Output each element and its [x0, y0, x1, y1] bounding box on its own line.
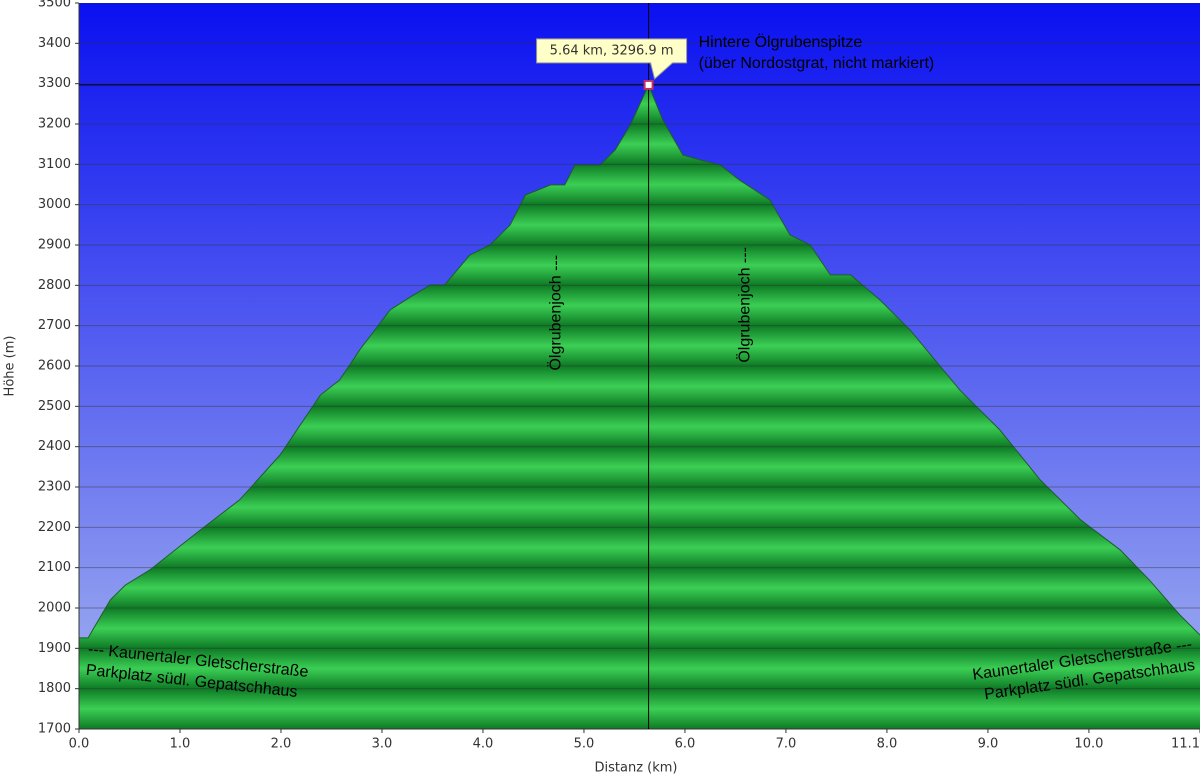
y-tick-label: 3300: [38, 76, 71, 91]
y-tick-label: 1700: [38, 722, 71, 737]
y-tick-label: 2700: [38, 318, 71, 333]
area: [79, 84, 1200, 729]
x-tick-label: 0.0: [69, 737, 90, 752]
y-tick-label: 2300: [38, 480, 71, 495]
tooltip-box: [536, 38, 688, 80]
y-tick-label: 3400: [38, 36, 71, 51]
x-tick-label: 4.0: [473, 737, 494, 752]
x-tick-label: 10.0: [1074, 737, 1103, 752]
y-tick-label: 2800: [38, 278, 71, 293]
x-axis-label: Distanz (km): [595, 761, 678, 776]
x-tick-label: 1.0: [170, 737, 191, 752]
y-tick-label: 1900: [38, 641, 71, 656]
x-tick-label: 5.0: [574, 737, 595, 752]
plot: [79, 3, 1200, 729]
y-tick-label: 3000: [38, 197, 71, 212]
y-tick-label: 2400: [38, 439, 71, 454]
tooltip-text: 5.64 km, 3296.9 m: [550, 43, 674, 58]
x-tick-label: 6.0: [675, 737, 696, 752]
y-tick-label: 2600: [38, 359, 71, 374]
x-tick-label: 11.1: [1171, 737, 1200, 752]
y-tick-label: 2900: [38, 238, 71, 253]
y-axis-label: Höhe (m): [3, 336, 18, 397]
line: [79, 83, 1200, 639]
x-tick-label: 2.0: [271, 737, 292, 752]
y-tick-label: 2200: [38, 520, 71, 535]
y-tick-label: 3200: [38, 117, 71, 132]
annotation: Ölgrubenjoch ---: [547, 255, 565, 371]
x-tick-label: 7.0: [776, 737, 797, 752]
annotation-line: (über Nordostgrat, nicht markiert): [699, 55, 935, 72]
annotation-line: Hintere Ölgrubenspitze: [699, 33, 863, 51]
annotation-line: Ölgrubenjoch ---: [736, 247, 754, 363]
x-tick-label: 3.0: [372, 737, 393, 752]
y-tick-label: 1800: [38, 681, 71, 696]
annotation-line: Ölgrubenjoch ---: [547, 255, 565, 371]
y-tick-label: 3500: [38, 0, 71, 11]
annotation: Hintere Ölgrubenspitze (über Nordostgrat,…: [699, 33, 935, 72]
y-tick-label: 3100: [38, 157, 71, 172]
annotation: Ölgrubenjoch ---: [736, 247, 754, 363]
y-tick-label: 2500: [38, 399, 71, 414]
marker-point: [643, 79, 654, 90]
y-tick-label: 2100: [38, 560, 71, 575]
x-tick-label: 9.0: [978, 737, 999, 752]
y-tick-label: 2000: [38, 601, 71, 616]
x-tick-label: 8.0: [877, 737, 898, 752]
